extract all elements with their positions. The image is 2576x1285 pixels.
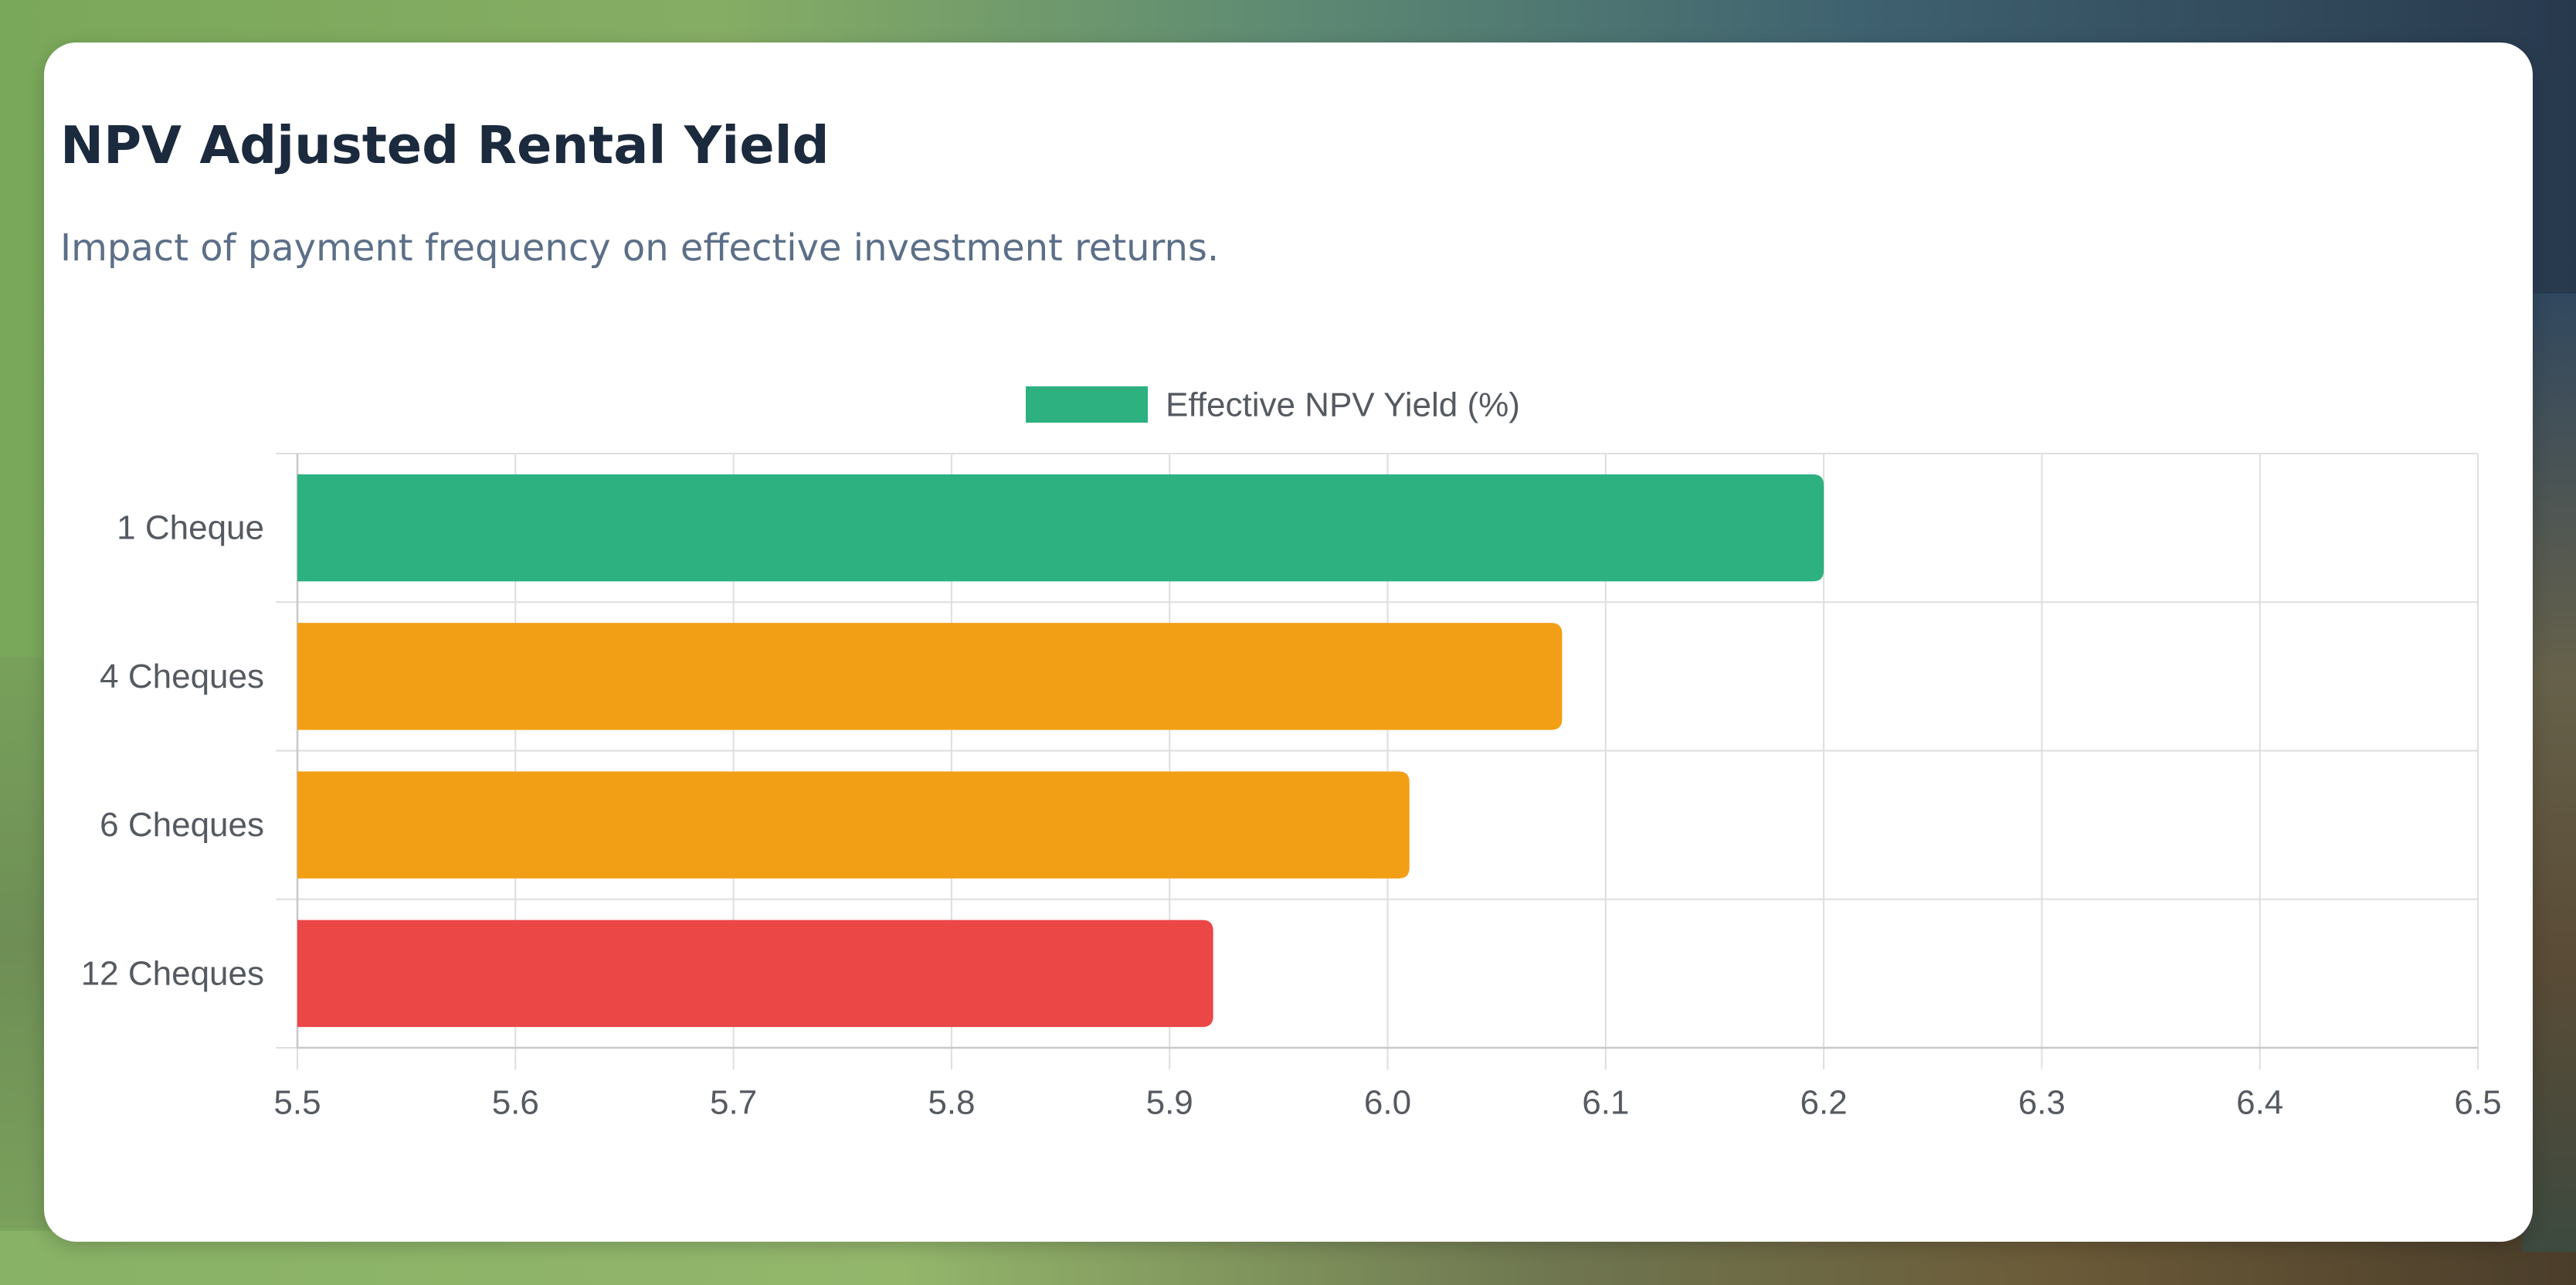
- x-tick-label: 6.5: [2454, 1084, 2501, 1122]
- chart-svg: 1 Cheque 4 Cheques 6 Cheques 12 Cheques 5.5 5…: [81, 386, 2502, 1122]
- x-tick-label: 5.9: [1146, 1084, 1193, 1122]
- chart-subtitle: Impact of payment frequency on effective…: [60, 226, 1220, 270]
- x-tick-label: 5.7: [710, 1084, 757, 1122]
- chart-card: NPV Adjusted Rental Yield Impact of paym…: [44, 42, 2533, 1242]
- x-tick-label: 5.8: [928, 1084, 975, 1122]
- x-tick-label: 6.4: [2236, 1084, 2283, 1122]
- bar: [297, 623, 1563, 730]
- x-tick-label: 6.1: [1582, 1084, 1629, 1122]
- y-tick-label: 12 Cheques: [81, 954, 264, 992]
- legend-swatch: [1026, 386, 1148, 423]
- x-tick-label: 6.0: [1364, 1084, 1411, 1122]
- bar: [297, 920, 1213, 1028]
- y-tick-label: 6 Cheques: [100, 806, 264, 844]
- x-tick-label: 5.5: [273, 1084, 321, 1122]
- legend-label: Effective NPV Yield (%): [1166, 386, 1520, 424]
- y-tick-label: 4 Cheques: [100, 658, 264, 695]
- x-tick-label: 6.2: [1800, 1084, 1848, 1122]
- background-left-strip: [0, 657, 46, 1229]
- bar-chart: 1 Cheque 4 Cheques 6 Cheques 12 Cheques 5.5 5…: [44, 42, 2533, 1242]
- bar: [297, 474, 1824, 582]
- chart-title: NPV Adjusted Rental Yield: [60, 115, 830, 175]
- bar: [297, 771, 1410, 879]
- x-tick-label: 5.6: [492, 1084, 539, 1122]
- y-tick-label: 1 Cheque: [117, 509, 264, 547]
- x-tick-label: 6.3: [2018, 1084, 2065, 1122]
